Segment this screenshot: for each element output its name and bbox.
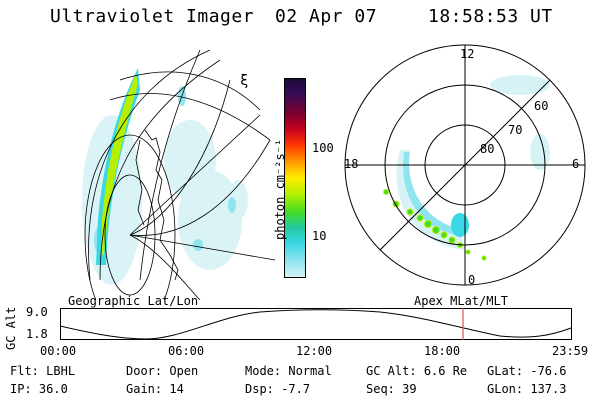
status-mode: Mode: Normal <box>245 364 332 378</box>
status-gc-alt: GC Alt: 6.6 Re <box>366 364 468 378</box>
status-glat: GLat: -76.6 <box>487 364 567 378</box>
status-dsp: Dsp: -7.7 <box>245 382 311 396</box>
coastline-2 <box>135 139 145 226</box>
status-door: Door: Open <box>126 364 199 378</box>
map-glyph: ξ <box>240 73 248 89</box>
lat-label-80: 80 <box>480 142 494 156</box>
status-ip: IP: 36.0 <box>10 382 68 396</box>
mlt-label-12: 12 <box>460 47 474 61</box>
orbit-ytick-9: 9.0 <box>26 305 48 319</box>
status-filter: Flt: LBHL <box>10 364 76 378</box>
mlt-label-0: 0 <box>468 273 475 287</box>
geographic-map: ξ <box>82 49 276 300</box>
orbit-xtick-0: 00:00 <box>40 344 77 358</box>
coastline <box>144 129 179 281</box>
colorbar <box>284 78 306 278</box>
polar-grid <box>344 44 586 286</box>
image-date: 02 Apr 07 <box>275 6 378 27</box>
app-title: Ultraviolet Imager <box>50 6 255 27</box>
status-gain: Gain: 14 <box>126 382 184 396</box>
image-time: 18:58:53 UT <box>428 6 553 27</box>
orbit-altitude-curve <box>60 309 572 340</box>
colorbar-tick-100: 100 <box>312 141 334 155</box>
orbit-ylabel: GC Alt <box>4 306 18 350</box>
orbit-xtick-18: 18:00 <box>424 344 461 358</box>
status-seq: Seq: 39 <box>366 382 417 396</box>
orbit-xtick-12: 12:00 <box>296 344 333 358</box>
orbit-xtick-2359: 23:59 <box>552 344 589 358</box>
status-glon: GLon: 137.3 <box>487 382 567 396</box>
lat-label-60: 60 <box>534 99 548 113</box>
colorbar-unit-label: photon cm⁻²s⁻¹ <box>273 138 287 240</box>
polar-aurora <box>383 75 550 261</box>
left-panel-label: Geographic Lat/Lon <box>68 294 199 308</box>
mlt-label-18: 18 <box>344 157 358 171</box>
right-panel-label: Apex MLat/MLT <box>414 294 508 308</box>
lat-label-70: 70 <box>508 123 522 137</box>
orbit-ytick-1: 1.8 <box>26 327 48 341</box>
orbit-plot <box>60 308 572 340</box>
map-graticule <box>84 49 276 300</box>
colorbar-tick-10: 10 <box>312 229 327 243</box>
mlt-label-6: 6 <box>572 157 579 171</box>
orbit-xtick-6: 06:00 <box>168 344 205 358</box>
polar-plot: 12 18 6 0 60 70 80 <box>344 44 586 287</box>
